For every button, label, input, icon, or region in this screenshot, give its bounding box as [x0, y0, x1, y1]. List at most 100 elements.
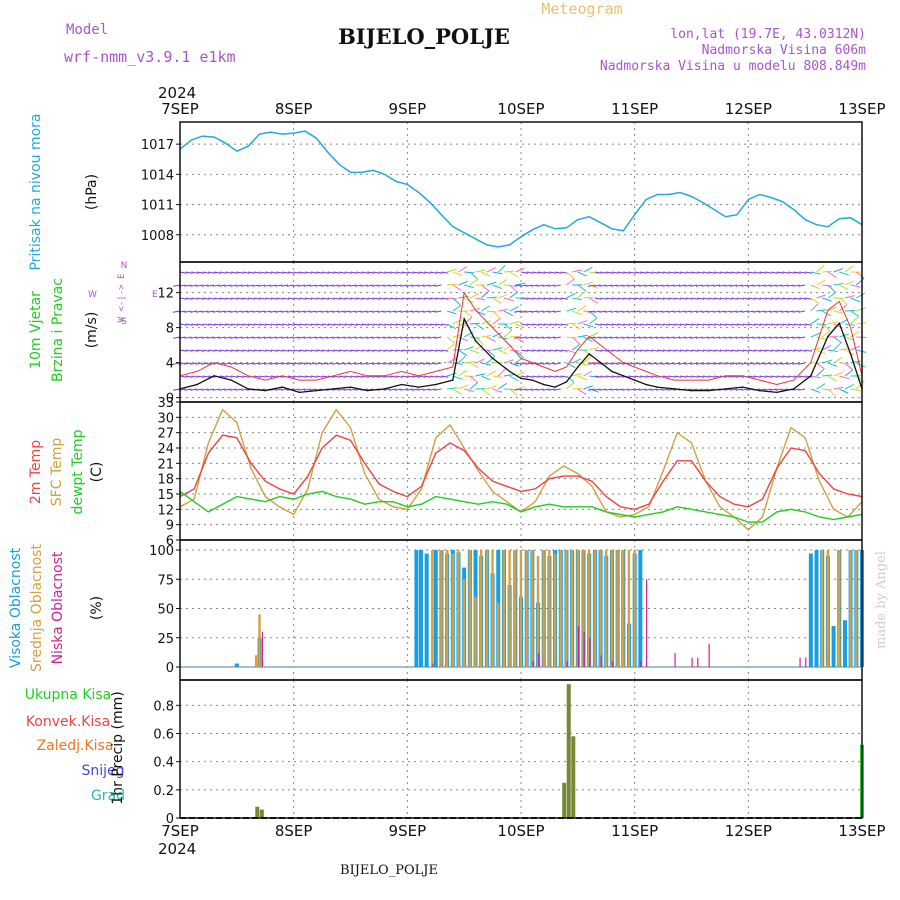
wind-barb — [400, 388, 408, 391]
wind-barb — [337, 284, 345, 287]
wind-barb — [697, 323, 705, 326]
wind-barb — [326, 362, 334, 365]
wind-barb — [423, 284, 431, 287]
wind-barb — [640, 375, 648, 378]
wind-barb — [321, 349, 330, 352]
wind-barb — [354, 284, 362, 287]
pressure-point — [850, 217, 852, 219]
wind-barb — [486, 336, 496, 343]
wind-barb — [583, 296, 594, 299]
wind-barb — [593, 284, 601, 287]
pressure-point — [406, 183, 408, 186]
wind-barb — [741, 388, 749, 391]
high-cloud-bar — [414, 550, 419, 667]
wind-barb — [627, 388, 635, 391]
wind-barb — [258, 310, 266, 313]
pressure-point — [224, 142, 227, 144]
wind-barb — [299, 271, 307, 274]
wind-barb — [388, 388, 397, 391]
wind-barb — [764, 336, 772, 339]
wind-barb — [384, 271, 392, 274]
wind-barb — [606, 271, 614, 274]
wind-barb — [645, 323, 654, 326]
wind-barb — [566, 382, 575, 390]
wind-barb — [400, 284, 408, 287]
wind-barb — [207, 388, 215, 391]
wind-speed-point — [645, 383, 647, 386]
wind-barb — [246, 362, 254, 365]
wind-barb — [212, 284, 220, 287]
wind-barb — [593, 362, 601, 365]
wind-barb — [195, 362, 203, 365]
wind-barb — [326, 284, 334, 287]
pressure-point — [622, 230, 624, 232]
wind-barb — [644, 284, 652, 287]
wind-barb — [350, 349, 358, 352]
wind-barb — [770, 271, 779, 274]
precip-legend-3: Snijeg — [81, 763, 124, 779]
wind-barb — [639, 362, 647, 365]
wind-barb — [293, 375, 301, 378]
wind-barb — [492, 388, 503, 393]
pressure-point — [270, 131, 272, 133]
x-tick-bottom-12SEP: 12SEP — [725, 822, 772, 840]
wind-barb — [458, 355, 466, 364]
wind-barb — [583, 385, 594, 390]
wind-barb — [748, 297, 756, 300]
wind-barb — [792, 362, 800, 365]
wind-barb — [337, 388, 345, 391]
wind-barb — [549, 297, 557, 300]
wind-barb — [572, 297, 583, 301]
wind-barb — [378, 271, 386, 274]
wind-barb — [752, 284, 760, 287]
wind-barb — [452, 388, 462, 395]
wind-barb — [600, 323, 608, 326]
wind-barb — [616, 310, 624, 313]
model-label: Model — [66, 22, 108, 38]
wind-barb — [412, 349, 420, 352]
wind-speed-point — [315, 389, 318, 392]
temp-tick-label: 6 — [166, 534, 174, 549]
wind-barb — [560, 297, 568, 300]
wind-speed-point — [520, 377, 522, 380]
wind-barb — [281, 362, 289, 365]
wind-barb — [610, 362, 618, 365]
wind-barb — [469, 271, 478, 280]
wind-barb — [816, 323, 827, 326]
mid-cloud-bar — [536, 555, 540, 667]
wind-barb — [315, 336, 323, 339]
wind-barb — [611, 349, 619, 352]
wind-barb — [384, 323, 392, 326]
wind-barb — [712, 336, 721, 339]
wind-barb — [411, 310, 419, 313]
temp-tick-label: 21 — [157, 457, 174, 472]
wind-speed-point — [588, 353, 590, 355]
wind-barb — [486, 296, 497, 299]
wind-barb — [441, 349, 449, 352]
wind-barb — [542, 362, 550, 365]
wind-barb — [423, 362, 431, 365]
wind-barb — [287, 297, 295, 300]
wind-barb — [844, 295, 855, 299]
wind-barb — [769, 336, 777, 339]
wind-barb — [390, 271, 398, 274]
wind-barb — [196, 323, 205, 326]
wind-barb — [310, 375, 318, 378]
wind-barb — [617, 375, 625, 378]
wind-barb — [253, 323, 261, 326]
pressure-point — [668, 193, 670, 196]
wind-barb — [667, 336, 675, 339]
pressure-point — [372, 169, 374, 171]
wind-barb — [810, 375, 821, 379]
wind-barb — [452, 362, 463, 365]
wind-barb — [492, 375, 503, 378]
wind-barb — [770, 375, 779, 378]
wind-barb — [225, 271, 233, 274]
wind-barb — [208, 323, 216, 326]
mid-cloud-bar — [820, 550, 824, 667]
wind-barb — [343, 310, 351, 313]
pressure-point — [543, 224, 545, 226]
wind-barb — [349, 284, 357, 287]
wind-barb — [298, 336, 306, 339]
pressure-point — [611, 228, 613, 230]
